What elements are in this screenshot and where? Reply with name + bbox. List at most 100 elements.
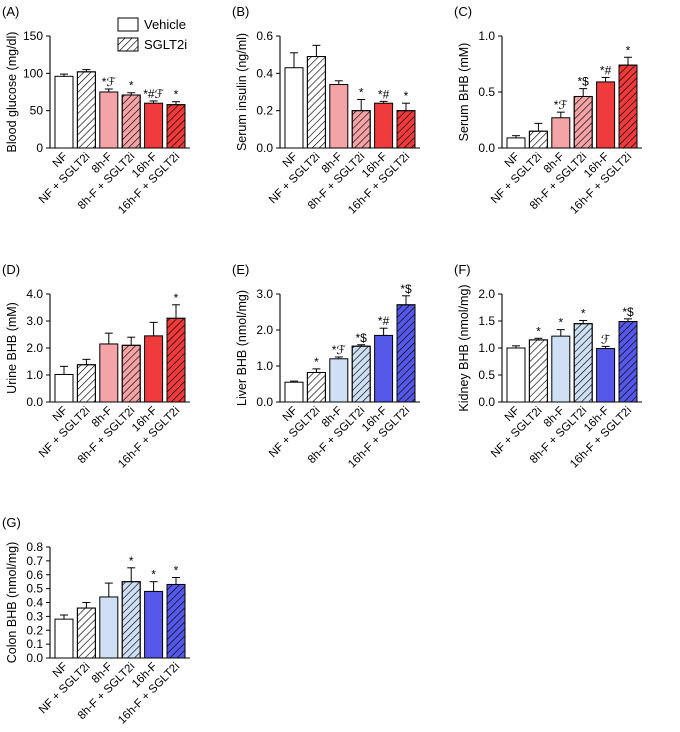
bar-4 — [144, 590, 164, 659]
y-tick-label: 0.7 — [26, 554, 43, 568]
y-tick-label: 0.5 — [26, 582, 43, 596]
significance-label: * — [359, 85, 364, 99]
panel-label: (A) — [2, 4, 19, 19]
bar-0 — [284, 381, 304, 403]
significance-label: * — [314, 355, 319, 369]
y-tick-label: 0.2 — [26, 623, 43, 637]
bar-hatch-3 — [121, 94, 141, 149]
y-tick-label: 0.4 — [256, 66, 273, 80]
bar-2 — [329, 358, 349, 403]
bar-hatch-1 — [306, 371, 326, 403]
bar-4 — [144, 102, 164, 149]
significance-label: * — [404, 89, 409, 103]
significance-label: * — [129, 79, 134, 93]
legend-sglt2i-swatch — [117, 37, 139, 52]
bar-0 — [506, 137, 526, 149]
y-axis-title: Blood glucose (mg/dl) — [5, 32, 19, 153]
bar-0 — [284, 67, 304, 149]
significance-label: *$ — [356, 331, 368, 345]
bar-2 — [99, 343, 119, 403]
bar-hatch-5 — [618, 64, 638, 149]
y-tick-label: 3.0 — [256, 287, 273, 301]
significance-label: *# — [378, 87, 390, 101]
bar-2 — [329, 84, 349, 149]
significance-label: *#ℱ — [143, 87, 164, 101]
panel-label: (C) — [454, 4, 472, 19]
bar-0 — [54, 75, 74, 149]
panel-label: (G) — [2, 515, 21, 530]
bar-0 — [54, 618, 74, 659]
significance-label: * — [129, 554, 134, 568]
panel-label: (B) — [232, 4, 249, 19]
significance-label: *$ — [622, 305, 634, 319]
y-axis-title: Serum BHB (mM) — [457, 43, 471, 142]
bar-4 — [596, 81, 616, 149]
significance-label: *# — [378, 314, 390, 328]
y-tick-label: 0.5 — [478, 368, 495, 382]
y-tick-label: 0.0 — [256, 395, 273, 409]
panel-5: (F)Kidney BHB (nmol/mg) 0.00.51.01.52.0NF… — [454, 262, 642, 471]
y-tick-label: 3.0 — [26, 314, 43, 328]
y-tick-label: 2.0 — [478, 287, 495, 301]
bar-hatch-5 — [166, 104, 186, 149]
y-tick-label: 0.2 — [256, 104, 273, 118]
significance-label: * — [536, 324, 541, 338]
legend-sglt2i-label: SGLT2i — [144, 37, 187, 52]
bar-hatch-3 — [351, 110, 371, 149]
panel-4: (E)Liver BHB (nmol/mg) 0.01.02.03.0NF*NF … — [232, 262, 420, 471]
y-tick-label: 2.0 — [26, 341, 43, 355]
bar-hatch-5 — [166, 317, 186, 403]
y-tick-label: 0.0 — [478, 141, 495, 155]
bar-hatch-1 — [76, 607, 96, 659]
significance-label: * — [174, 88, 179, 102]
bar-2 — [551, 335, 571, 403]
significance-label: * — [174, 291, 179, 305]
bar-hatch-1 — [528, 339, 548, 403]
bar-hatch-1 — [528, 130, 548, 149]
bar-4 — [374, 102, 394, 149]
y-tick-label: 0.8 — [26, 540, 43, 554]
y-tick-label: 100 — [23, 66, 43, 80]
y-tick-label: 0.3 — [26, 609, 43, 623]
panel-label: (E) — [232, 262, 249, 277]
bar-4 — [596, 348, 616, 403]
y-tick-label: 0.0 — [256, 141, 273, 155]
bar-hatch-1 — [76, 364, 96, 403]
significance-label: * — [626, 43, 631, 57]
legend-vehicle-label: Vehicle — [144, 17, 186, 32]
y-axis-title: Liver BHB (nmol/mg) — [235, 290, 249, 406]
bar-hatch-5 — [396, 110, 416, 149]
y-tick-label: 150 — [23, 29, 43, 43]
bar-hatch-3 — [573, 323, 593, 403]
y-axis-title: Serum insulin (ng/ml) — [235, 33, 249, 151]
significance-label: *$ — [578, 75, 590, 89]
panel-label: (D) — [2, 262, 20, 277]
significance-label: *# — [600, 63, 612, 77]
significance-label: * — [581, 306, 586, 320]
bar-hatch-5 — [396, 304, 416, 403]
y-tick-label: 1.0 — [256, 359, 273, 373]
bar-0 — [54, 373, 74, 403]
y-tick-label: 50 — [30, 104, 44, 118]
y-tick-label: 1.0 — [478, 341, 495, 355]
significance-label: *ℱ — [102, 75, 117, 89]
bar-hatch-3 — [121, 344, 141, 403]
bar-hatch-5 — [618, 321, 638, 403]
significance-label: *$ — [400, 282, 412, 296]
y-tick-label: 2.0 — [256, 323, 273, 337]
bar-hatch-3 — [121, 581, 141, 659]
bar-2 — [99, 91, 119, 149]
significance-label: * — [558, 316, 563, 330]
y-axis-title: Kidney BHB (nmol/mg) — [457, 284, 471, 411]
bar-0 — [506, 347, 526, 403]
bar-2 — [551, 117, 571, 149]
bar-4 — [374, 334, 394, 403]
significance-label: *ℱ — [554, 98, 569, 112]
significance-label: ℱ — [601, 332, 611, 346]
y-tick-label: 1.0 — [26, 368, 43, 382]
